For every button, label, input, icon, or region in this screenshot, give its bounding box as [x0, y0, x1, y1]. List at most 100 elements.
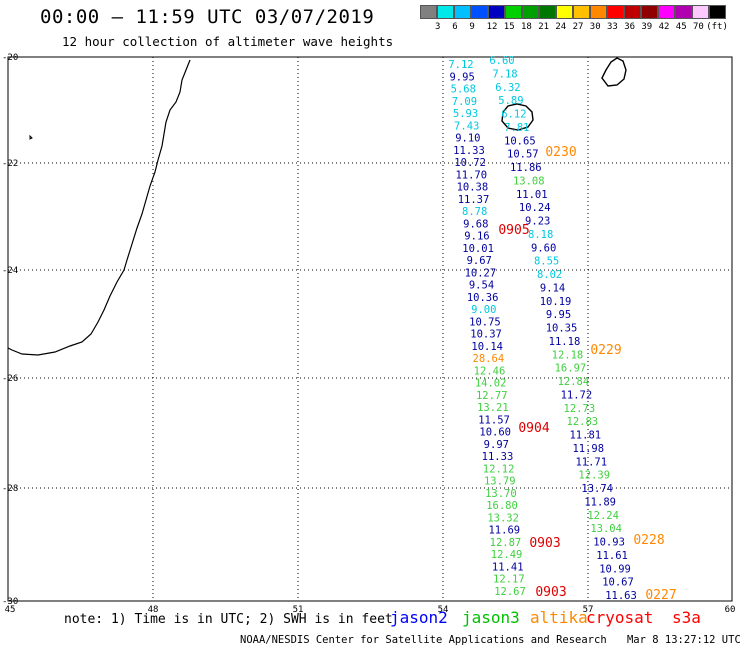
wave-height-label: 13.70: [485, 488, 517, 500]
wave-height-label: 6.32: [495, 82, 520, 94]
footer-note: note: 1) Time is in UTC; 2) SWH is in fe…: [64, 612, 393, 627]
wave-height-label: 14.02: [475, 378, 507, 390]
wave-height-label: 10.27: [465, 267, 497, 279]
legend-swatch: [590, 5, 607, 19]
legend-label: 30: [589, 22, 601, 32]
wave-height-label: 9.23: [525, 216, 550, 228]
legend-swatch: [573, 5, 590, 19]
wave-height-label: 13.08: [513, 175, 545, 187]
legend-swatch: [709, 5, 726, 19]
wave-height-label: 11.81: [569, 430, 601, 442]
wave-height-label: 10.75: [469, 316, 501, 328]
legend-label: 3: [435, 22, 441, 32]
wave-height-label: 10.57: [507, 149, 539, 161]
wave-height-label: 12.18: [552, 349, 584, 361]
wave-height-label: 10.36: [467, 292, 499, 304]
wave-height-label: 11.70: [455, 169, 487, 181]
wave-height-label: 11.61: [596, 550, 628, 562]
wave-height-label: 10.67: [602, 577, 634, 589]
wave-height-label: 12.12: [483, 463, 515, 475]
wave-height-label: 9.67: [467, 255, 492, 267]
wave-height-label: 9.95: [546, 309, 571, 321]
wave-height-label: 13.21: [477, 402, 509, 414]
map-subtitle: 12 hour collection of altimeter wave hei…: [62, 34, 394, 49]
legend-swatch: [539, 5, 556, 19]
wave-height-label: 8.18: [528, 229, 553, 241]
legend-label: 24: [555, 22, 567, 32]
legend-label: 18: [521, 22, 532, 32]
legend-label: 42: [658, 22, 670, 32]
wave-height-label: 7.43: [454, 120, 479, 132]
legend-label: 33: [607, 22, 618, 32]
satellite-s3a: s3a: [672, 608, 701, 627]
satellite-jason3: jason3: [462, 608, 520, 627]
wave-height-label: 10.14: [471, 341, 503, 353]
legend-swatch: [471, 5, 488, 19]
wave-height-label: 13.32: [487, 512, 519, 524]
wave-height-label: 5.93: [453, 108, 478, 120]
x-tick-label: 48: [148, 605, 159, 615]
x-tick-label: 57: [583, 605, 594, 615]
legend-label: 21: [538, 22, 550, 32]
wave-height-label: 11.01: [516, 189, 548, 201]
credit-text: NOAA/NESDIS Center for Satellite Applica…: [240, 634, 607, 646]
y-tick-label: -24: [2, 266, 18, 276]
wave-height-label: 12.39: [578, 470, 610, 482]
axis-ticks: 45 48 51 54 57 60 -20 -22 -24 -26 -28 -30: [2, 53, 735, 615]
x-tick-label: 51: [293, 605, 304, 615]
map-frame: [7, 56, 733, 602]
wave-height-label: 10.38: [457, 182, 489, 194]
wave-height-label: 10.60: [479, 427, 511, 439]
wave-height-label: 12.24: [587, 510, 619, 522]
legend-label: 36: [624, 22, 636, 32]
wave-height-label: 9.16: [464, 231, 489, 243]
wave-height-label: 10.99: [599, 563, 631, 575]
wave-height-label: 12.49: [491, 549, 523, 561]
legend-swatch: [641, 5, 658, 19]
wave-height-label: 6.60: [489, 55, 514, 67]
wave-height-label: 11.71: [575, 456, 607, 468]
y-tick-label: -26: [2, 374, 18, 384]
legend-label: 39: [641, 22, 653, 32]
wave-height-label: 9.68: [463, 218, 488, 230]
wave-height-label: 9.54: [469, 280, 494, 292]
wave-height-label: 10.93: [593, 537, 625, 549]
wave-height-label: 12.87: [490, 537, 522, 549]
wave-height-label: 10.37: [470, 329, 502, 341]
legend-swatch: [488, 5, 505, 19]
wave-height-label: 10.01: [462, 243, 494, 255]
footer-credit: NOAA/NESDIS Center for Satellite Applica…: [240, 634, 740, 646]
wave-height-label: 5.89: [498, 95, 523, 107]
wave-height-label: 8.55: [534, 256, 559, 268]
pass-time-label: 0227: [645, 588, 676, 603]
legend-swatch: [675, 5, 692, 19]
satellite-jason2: jason2: [390, 608, 448, 627]
wave-height-label: 11.98: [572, 443, 604, 455]
wave-height-label: 9.97: [484, 439, 509, 451]
wave-height-label: 10.65: [504, 135, 536, 147]
wave-height-label: 9.95: [449, 71, 474, 83]
wave-height-label: 10.72: [454, 157, 486, 169]
legend-swatch: [437, 5, 454, 19]
x-tick-label: 54: [438, 605, 449, 615]
wave-height-label: 10.35: [546, 323, 578, 335]
x-tick-label: 45: [5, 605, 16, 615]
wave-height-label: 11.18: [549, 336, 581, 348]
legend-unit: (ft): [706, 22, 728, 32]
wave-height-label: 11.33: [453, 145, 485, 157]
legend-label: 27: [572, 22, 584, 32]
y-tick-label: -20: [2, 53, 18, 63]
satellite-cryosat: cryosat: [586, 608, 654, 627]
legend-label: 9: [469, 22, 475, 32]
legend-swatch: [692, 5, 709, 19]
wave-height-label: 13.79: [484, 476, 516, 488]
wave-height-label: 9.14: [540, 282, 565, 294]
legend-swatch: [505, 5, 522, 19]
wave-height-label: 7.12: [448, 59, 473, 71]
mauritius-island: [601, 57, 627, 87]
wave-height-label: 12.73: [564, 403, 596, 415]
wave-height-label: 8.78: [462, 206, 487, 218]
wave-height-label: 12.83: [567, 416, 599, 428]
wave-height-label: 10.24: [519, 202, 551, 214]
